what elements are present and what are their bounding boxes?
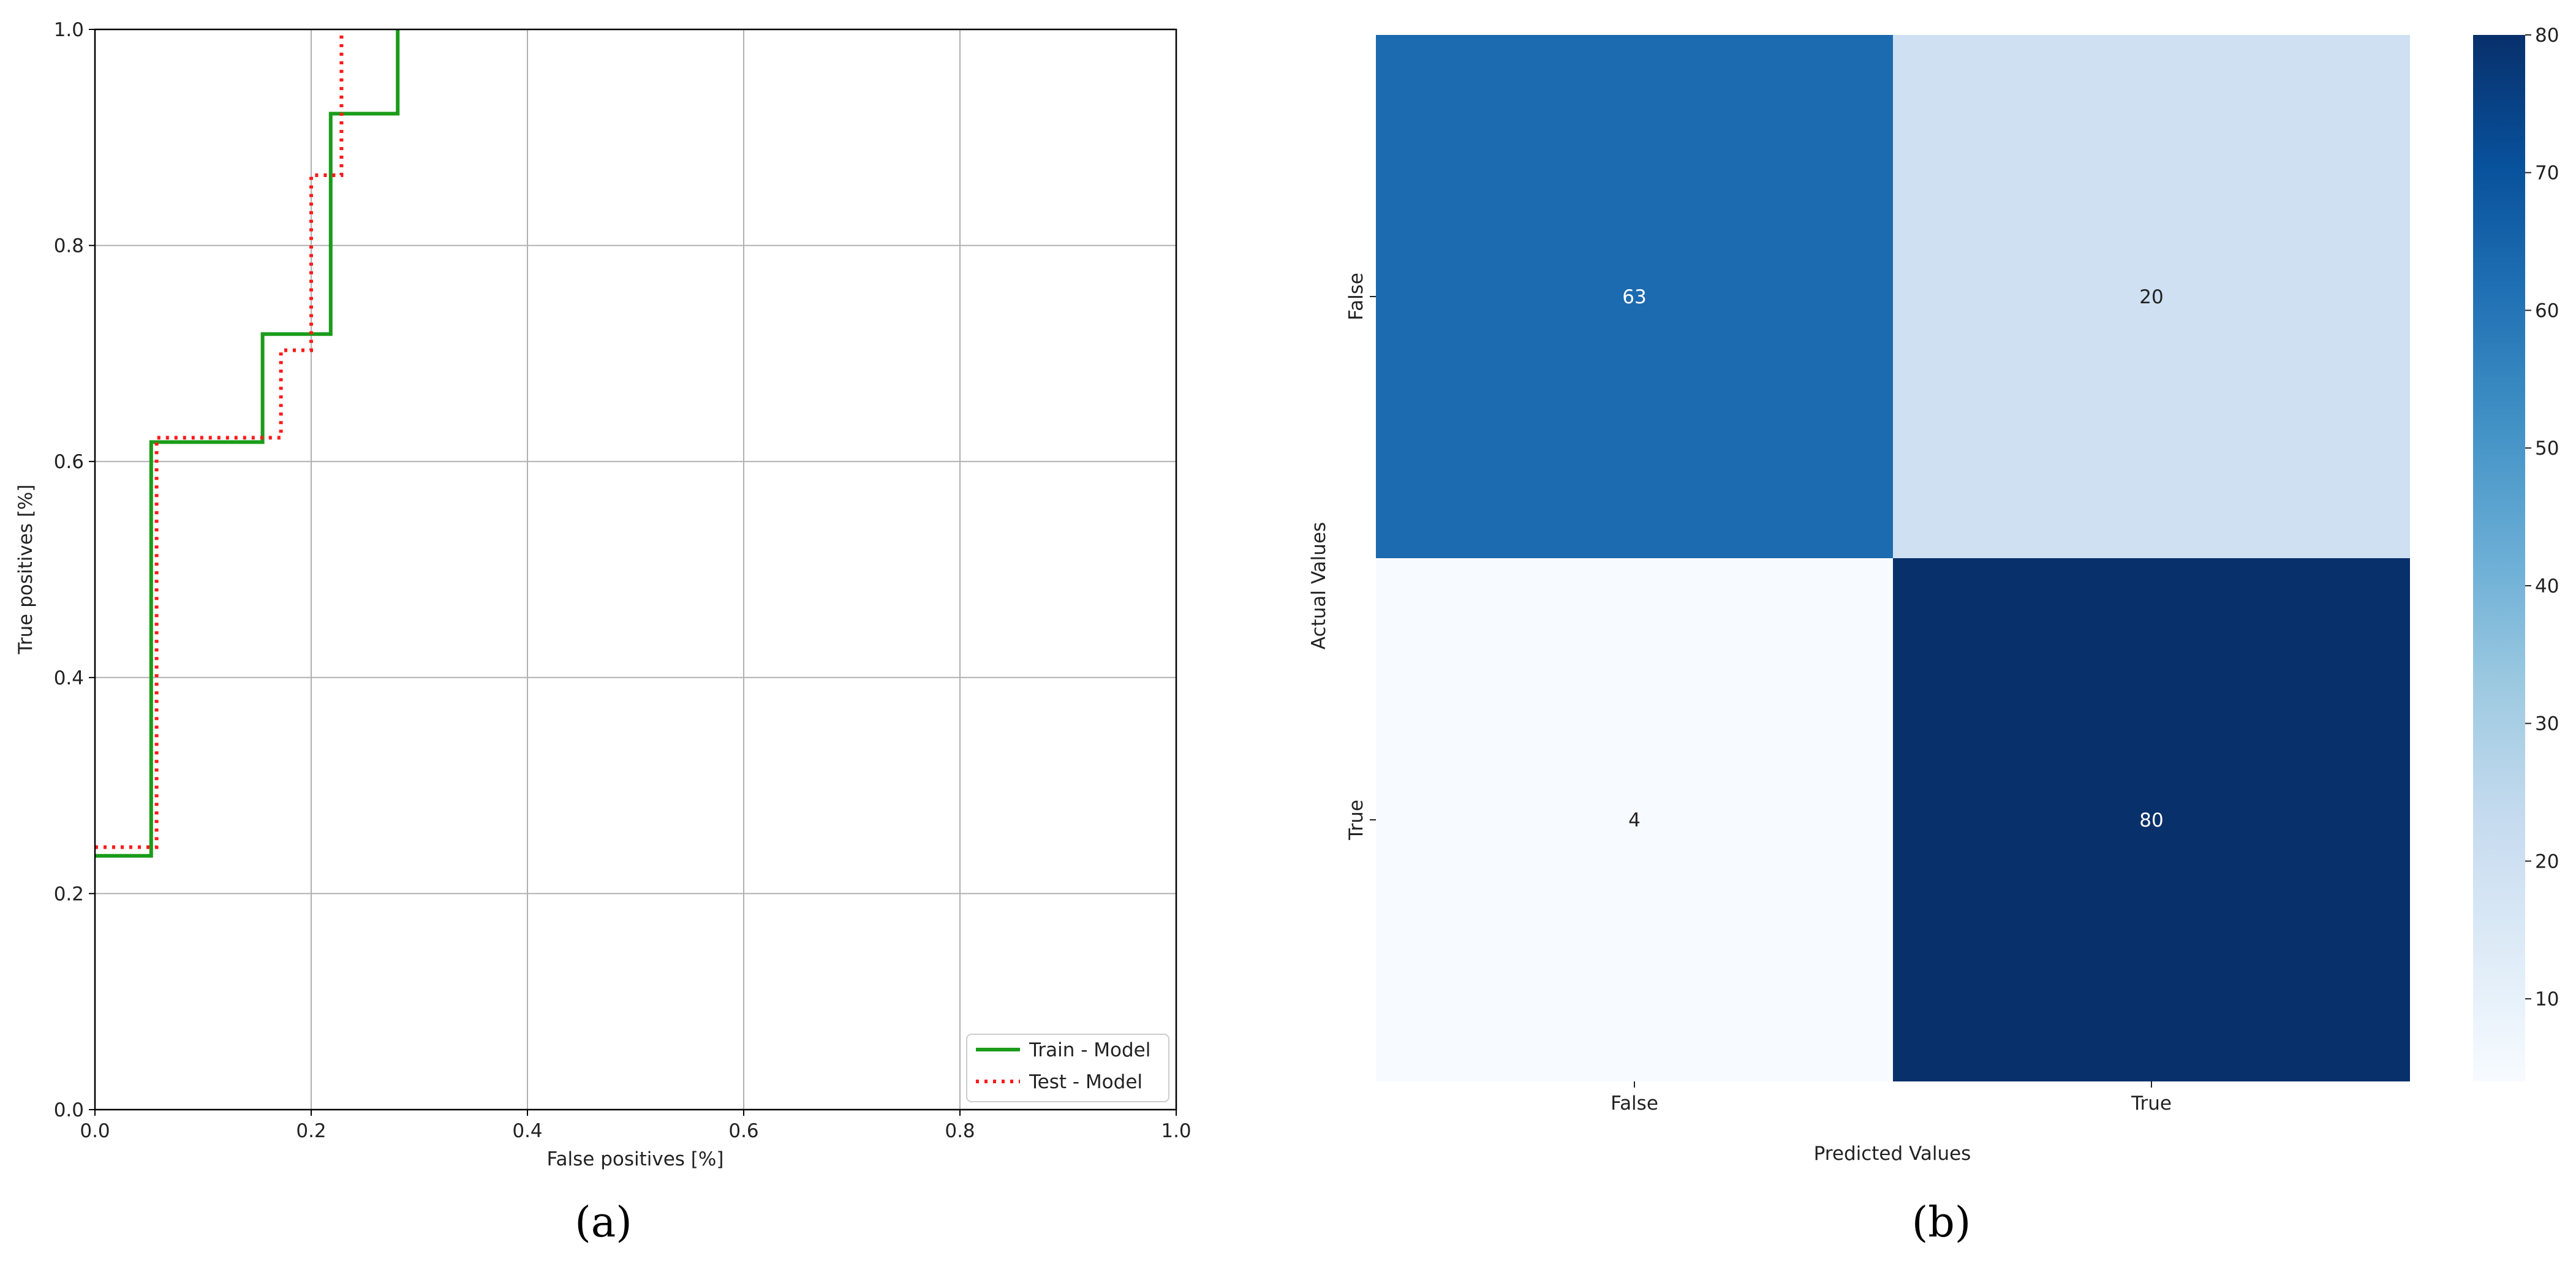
colorbar-tick-label: 70 <box>2535 162 2559 184</box>
colorbar-tick-label: 40 <box>2535 575 2559 597</box>
roc-y-ticks: 0.0 0.2 0.4 0.6 0.8 1.0 <box>54 19 95 1121</box>
heatmap-cell <box>1893 35 2410 558</box>
heatmap-x-ticks: False True <box>1611 1081 2172 1115</box>
roc-series-line-test <box>95 29 344 849</box>
roc-x-tick-label: 0.2 <box>296 1120 326 1142</box>
roc-y-tick-label: 0.2 <box>54 883 84 905</box>
heatmap-cell <box>1376 558 1893 1081</box>
roc-plot-area <box>95 29 1176 1110</box>
heatmap-cell-value: 4 <box>1628 809 1641 831</box>
roc-x-ticks: 0.0 0.2 0.4 0.6 0.8 1.0 <box>80 1110 1192 1142</box>
colorbar-tick-label: 30 <box>2535 713 2559 735</box>
roc-x-tick-label: 0.6 <box>728 1120 758 1142</box>
roc-y-tick-label: 1.0 <box>54 19 84 41</box>
heatmap-x-axis-label: Predicted Values <box>1814 1143 1971 1165</box>
roc-y-tick-label: 0.8 <box>54 235 84 257</box>
legend-label-test: Test - Model <box>1029 1071 1143 1093</box>
colorbar-ticks: 10 20 30 40 50 60 70 80 <box>2525 25 2559 1010</box>
roc-y-axis-label: True positives [%] <box>15 485 37 655</box>
roc-x-tick-label: 0.0 <box>80 1120 110 1142</box>
heatmap-x-tick-label: True <box>2131 1092 2172 1115</box>
roc-y-tick-label: 0.6 <box>54 451 84 473</box>
roc-x-tick-label: 0.8 <box>945 1120 975 1142</box>
roc-x-tick-label: 1.0 <box>1161 1120 1191 1142</box>
roc-series-line-train <box>95 29 400 858</box>
roc-y-tick-label: 0.4 <box>54 667 84 689</box>
heatmap-cell-value: 80 <box>2139 809 2163 831</box>
heatmap-y-tick-label: False <box>1345 273 1367 320</box>
legend-label-train: Train - Model <box>1029 1039 1150 1061</box>
heatmap-cells: 63 20 4 80 <box>1376 35 2410 1081</box>
roc-x-tick-label: 0.4 <box>512 1120 542 1142</box>
roc-y-tick-label: 0.0 <box>54 1099 84 1121</box>
colorbar-tick-label: 10 <box>2535 988 2559 1010</box>
roc-legend: Train - Model Test - Model <box>966 1034 1169 1102</box>
colorbar <box>2473 35 2525 1081</box>
heatmap-cell-value: 63 <box>1622 286 1646 308</box>
colorbar-tick-label: 50 <box>2535 437 2559 460</box>
heatmap-y-ticks: False True <box>1345 273 1376 841</box>
roc-plot-frame <box>94 28 1177 1111</box>
heatmap-y-axis-label: Actual Values <box>1308 522 1330 649</box>
heatmap-x-tick-label: False <box>1611 1092 1658 1115</box>
heatmap-cell-value: 20 <box>2139 286 2163 308</box>
heatmap-cell <box>1376 35 1893 558</box>
heatmap-cell <box>1893 558 2410 1081</box>
colorbar-tick-label: 80 <box>2535 25 2559 47</box>
roc-series <box>95 29 400 858</box>
colorbar-tick-label: 60 <box>2535 300 2559 322</box>
roc-chart: 0.0 0.2 0.4 0.6 0.8 1.0 0.0 0.2 0.4 0.6 0.8 1.0 Fa… <box>15 19 1192 1247</box>
roc-x-axis-label: False positives [%] <box>547 1148 724 1170</box>
confusion-matrix: 63 20 4 80 False True False True Predicted Va… <box>1308 25 2559 1247</box>
panel-label-a: (a) <box>575 1198 632 1247</box>
panel-label-b: (b) <box>1912 1198 1971 1247</box>
colorbar-tick-label: 20 <box>2535 850 2559 873</box>
heatmap-y-tick-label: True <box>1345 800 1367 841</box>
